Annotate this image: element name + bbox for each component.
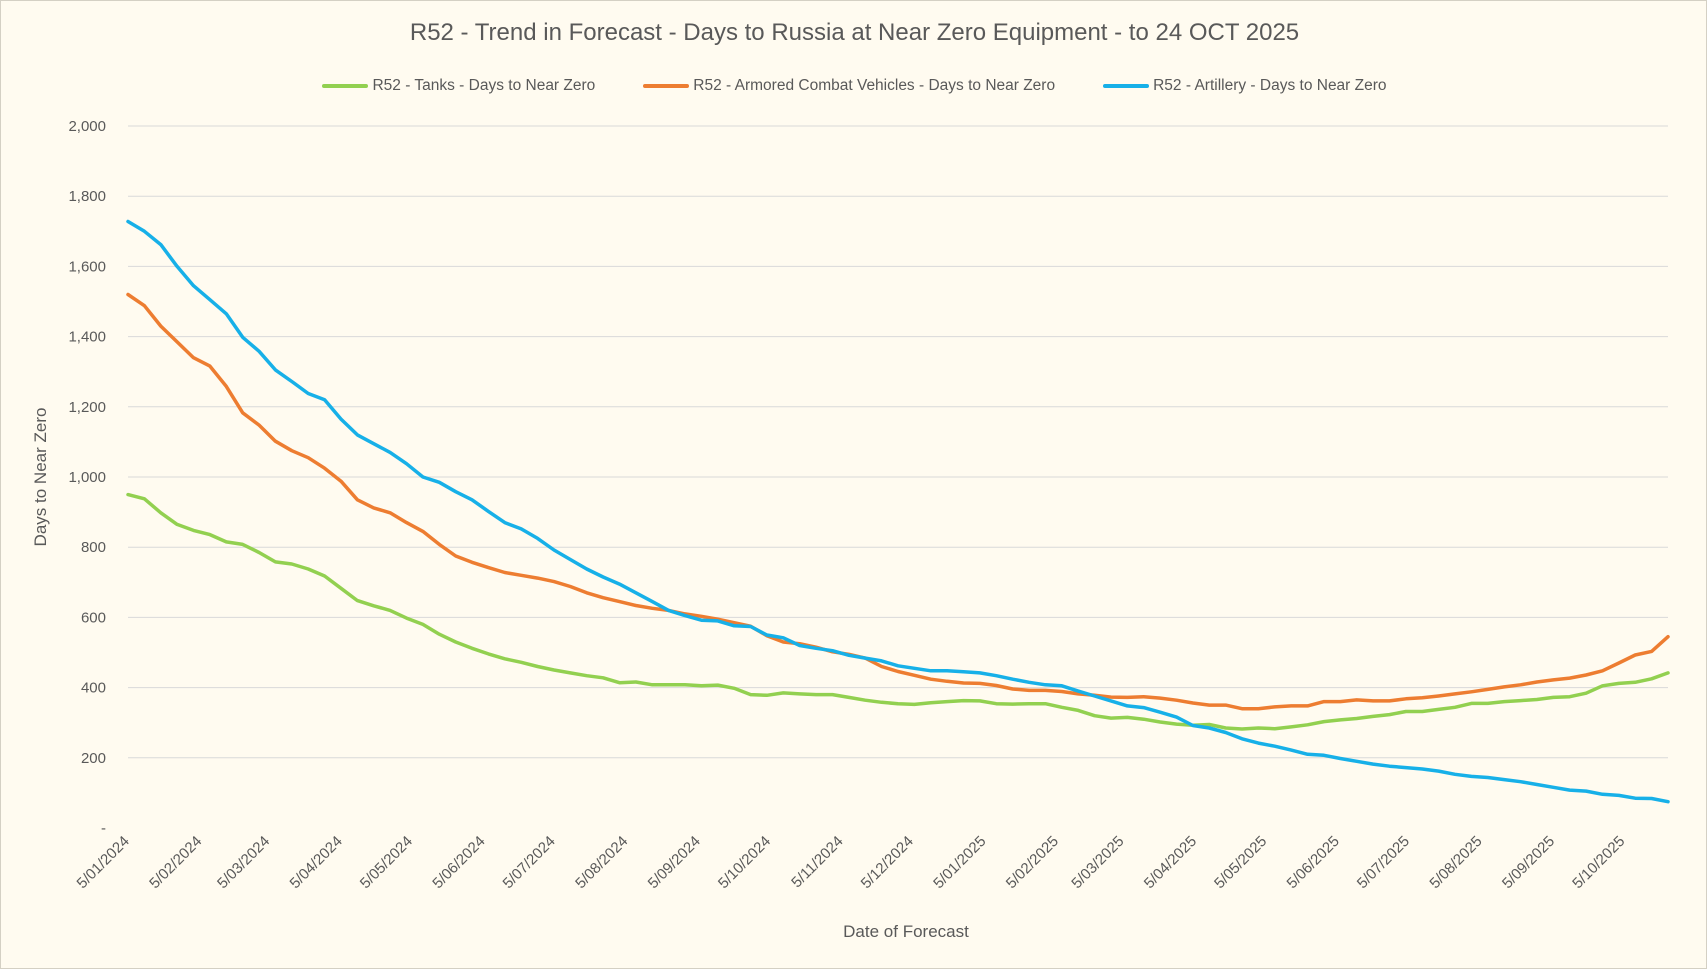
gridlines [128,125,1668,759]
x-tick-label: 5/10/2025 [1569,833,1628,892]
x-axis-tick-labels: 5/01/2024 5/02/2024 5/03/2024 5/04/2024 5/05… [74,833,1629,892]
legend-item-tanks: R52 - Tanks - Days to Near Zero [322,75,595,97]
legend-label-artillery: R52 - Artillery - Days to Near Zero [1153,77,1387,94]
y-tick-label: 2,000 [68,118,106,135]
legend-label-tanks: R52 - Tanks - Days to Near Zero [372,77,596,94]
x-tick-label: 5/07/2025 [1354,833,1413,892]
legend-item-armored-combat-vehicles: R52 - Armored Combat Vehicles - Days to … [643,75,1055,97]
x-tick-label: 5/09/2025 [1499,833,1558,892]
chart-legend: R52 - Tanks - Days to Near Zero R52 - Ar… [1,75,1707,97]
legend-item-artillery: R52 - Artillery - Days to Near Zero [1103,75,1387,97]
legend-swatch-armored-combat-vehicles [643,84,690,88]
y-tick-label: 200 [81,750,106,767]
x-tick-label: 5/06/2025 [1284,833,1343,892]
legend-swatch-artillery [1103,84,1150,88]
legend-swatch-tanks [322,84,369,88]
x-tick-label: 5/10/2024 [715,833,774,892]
x-tick-label: 5/08/2025 [1426,833,1485,892]
x-tick-label: 5/11/2024 [788,833,846,891]
y-tick-label: - [101,820,106,837]
series-line-armored-combat-vehicles [126,292,1670,711]
x-tick-label: 5/04/2025 [1141,833,1200,892]
series-lines [126,219,1670,804]
y-tick-label: 600 [81,609,106,626]
x-tick-label: 5/05/2024 [357,833,416,892]
y-axis-tick-labels: - 200 400 600 800 1,000 1,200 1,400 1,600 1,800 2,… [68,118,106,837]
y-tick-label: 1,600 [68,258,106,275]
series-line-artillery [126,219,1670,804]
x-tick-label: 5/05/2025 [1211,833,1270,892]
y-tick-label: 1,800 [68,188,106,205]
x-tick-label: 5/09/2024 [645,833,704,892]
x-tick-label: 5/01/2024 [74,833,133,892]
x-tick-label: 5/01/2025 [930,833,989,892]
x-axis-title: Date of Forecast [843,922,969,941]
y-tick-label: 1,000 [68,469,106,486]
x-tick-label: 5/07/2024 [500,833,559,892]
x-tick-label: 5/03/2024 [214,833,273,892]
chart-title: R52 - Trend in Forecast - Days to Russia… [409,19,1300,46]
x-tick-label: 5/08/2024 [572,833,631,892]
x-tick-label: 5/03/2025 [1068,833,1127,892]
y-tick-label: 800 [81,539,106,556]
x-tick-label: 5/02/2025 [1003,833,1062,892]
x-tick-label: 5/06/2024 [429,833,488,892]
y-tick-label: 400 [81,680,106,697]
series-line-tanks [126,492,1670,731]
y-axis-title: Days to Near Zero [31,408,50,547]
y-tick-label: 1,200 [68,399,106,416]
y-tick-label: 1,400 [68,329,106,346]
x-tick-label: 5/12/2024 [858,833,917,892]
x-tick-label: 5/04/2024 [287,833,346,892]
x-tick-label: 5/02/2024 [146,833,205,892]
legend-label-armored-combat-vehicles: R52 - Armored Combat Vehicles - Days to … [693,77,1056,94]
